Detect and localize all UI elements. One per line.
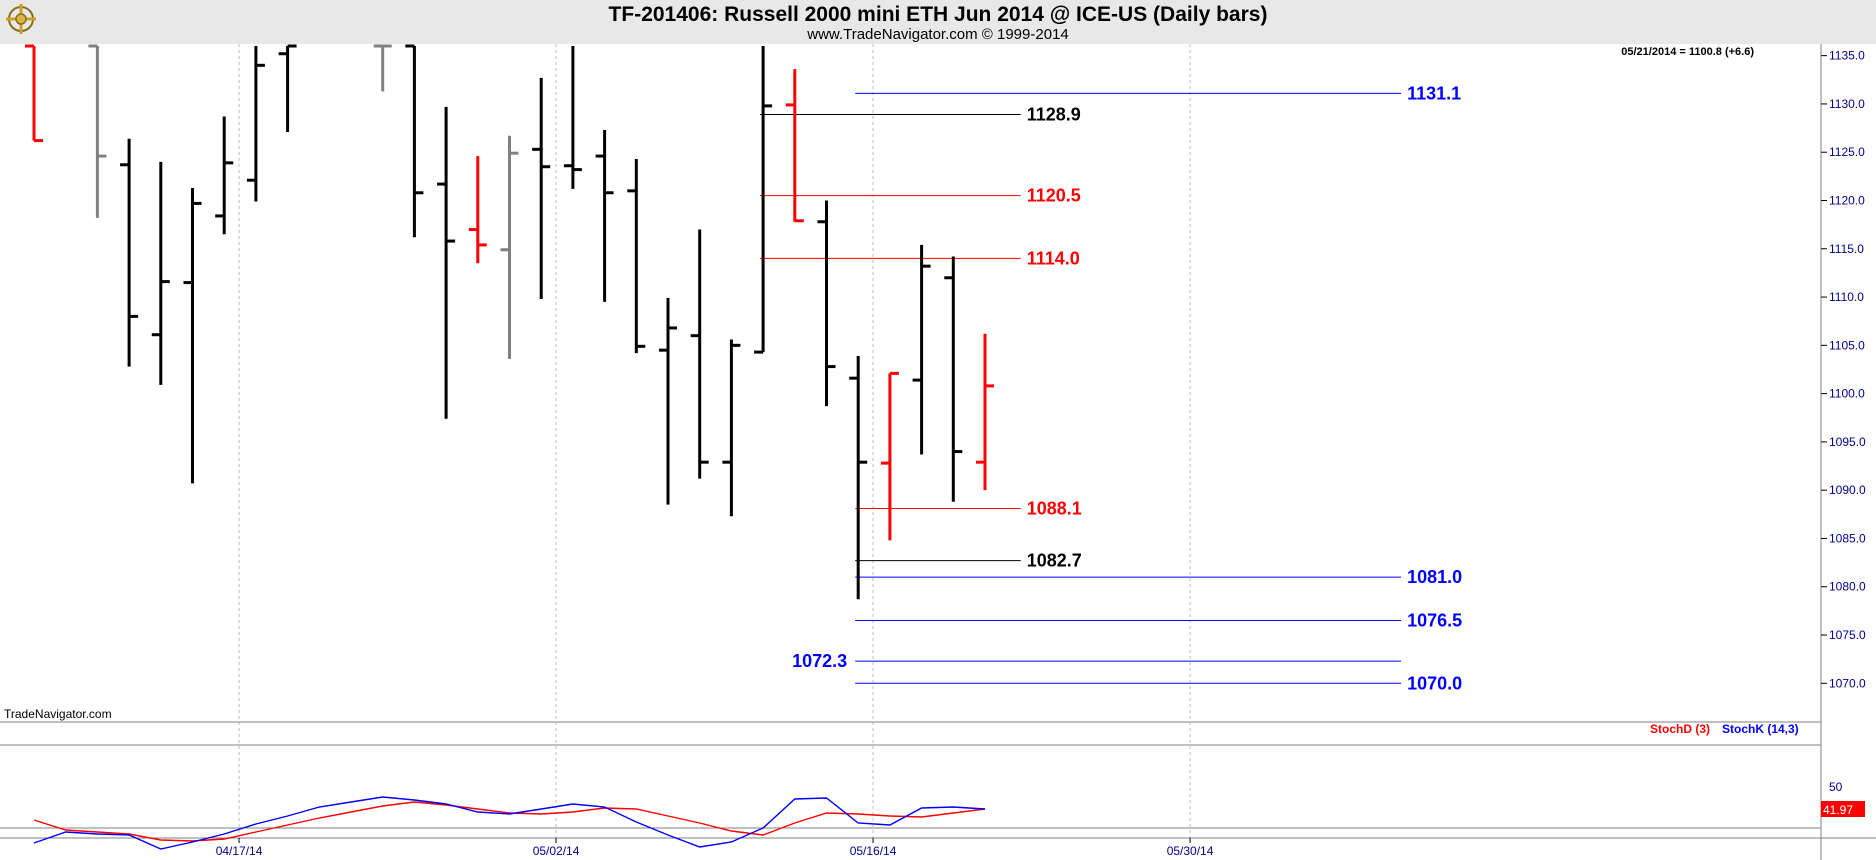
level-label: 1120.5 — [1027, 186, 1081, 206]
ohlc-bar — [437, 106, 456, 419]
ohlc-bar — [405, 44, 424, 238]
level-label: 1128.9 — [1027, 105, 1081, 125]
level-label: 1081.0 — [1407, 567, 1462, 587]
date-tick-label: 05/16/14 — [850, 844, 897, 858]
ohlc-bar — [944, 256, 963, 502]
price-tick-label: 1110.0 — [1829, 290, 1864, 304]
ohlc-bar — [785, 69, 804, 223]
price-tick-label: 1135.0 — [1829, 49, 1865, 63]
chart-header: TF-201406: Russell 2000 mini ETH Jun 201… — [0, 0, 1876, 44]
price-tick-label: 1090.0 — [1829, 483, 1866, 497]
ohlc-bar — [563, 46, 582, 189]
tradenavigator-logo-icon — [4, 2, 38, 41]
legend-stochk: StochK (14,3) — [1722, 722, 1799, 736]
date-tick-label: 05/02/14 — [533, 844, 580, 858]
support-resistance-levels: 1131.1 1128.9 1120.5 1114.0 1088.1 1082.7 1081… — [760, 83, 1462, 693]
stoch-tick-label: 50 — [1829, 780, 1843, 794]
price-tick-label: 1075.0 — [1829, 628, 1866, 642]
price-tick-label: 1130.0 — [1829, 97, 1865, 111]
price-axis: 1135.0 1130.0 1125.0 1120.0 1115.0 1110.0 1105… — [1821, 49, 1866, 690]
ohlc-bar — [627, 158, 646, 354]
ohlc-bar — [912, 244, 931, 455]
price-tick-label: 1095.0 — [1829, 435, 1866, 449]
ohlc-bar — [468, 156, 487, 264]
ohlc-bar — [849, 355, 868, 600]
ohlc-bar — [215, 116, 234, 235]
ohlc-bar — [722, 339, 741, 517]
price-readout: 05/21/2014 = 1100.8 (+6.6) — [1621, 46, 1754, 58]
price-tick-label: 1070.0 — [1829, 676, 1866, 690]
date-tick-label: 04/17/14 — [216, 844, 263, 858]
ohlc-bar — [817, 200, 836, 407]
date-tick-label: 05/30/14 — [1167, 844, 1214, 858]
date-gridlines — [238, 44, 1191, 838]
stoch-last-value-box — [1821, 801, 1865, 817]
level-label: 1082.7 — [1027, 551, 1082, 571]
ohlc-bar — [532, 77, 551, 299]
price-tick-label: 1115.0 — [1829, 242, 1864, 256]
price-tick-label: 1085.0 — [1829, 531, 1866, 545]
ohlc-bar — [25, 44, 43, 143]
ohlc-bar — [659, 298, 677, 505]
ohlc-bar — [183, 187, 202, 484]
legend-stochd: StochD (3) — [1650, 722, 1710, 736]
ohlc-bar — [754, 46, 773, 354]
ohlc-bar — [976, 333, 994, 491]
ohlc-bar — [500, 135, 519, 359]
ohlc-bar — [373, 44, 392, 92]
ohlc-bar — [151, 161, 170, 385]
ohlc-bar — [595, 130, 614, 302]
level-label: 1076.5 — [1407, 611, 1462, 631]
stochk-line — [33, 796, 986, 850]
level-label: 1088.1 — [1027, 499, 1082, 519]
price-tick-label: 1120.0 — [1829, 193, 1865, 207]
watermark-text: TradeNavigator.com — [4, 707, 112, 721]
stochd-line — [33, 801, 986, 842]
price-tick-label: 1125.0 — [1829, 145, 1865, 159]
price-tick-label: 1080.0 — [1829, 580, 1866, 594]
level-label: 1114.0 — [1027, 248, 1080, 268]
ohlc-bar — [278, 44, 297, 132]
chart-title: TF-201406: Russell 2000 mini ETH Jun 201… — [608, 3, 1268, 26]
ohlc-bar — [690, 229, 709, 479]
ohlc-bar — [246, 46, 265, 202]
price-tick-label: 1100.0 — [1829, 387, 1865, 401]
stochastic-panel: 50 41.97 — [0, 744, 1865, 850]
ohlc-bar — [120, 138, 139, 367]
level-label: 1131.1 — [1407, 83, 1461, 103]
ohlc-bar — [88, 44, 107, 218]
level-label: 1070.0 — [1407, 673, 1462, 693]
date-axis: 04/17/14 05/02/14 05/16/14 05/30/14 — [216, 838, 1214, 858]
chart-subtitle: www.TradeNavigator.com © 1999-2014 — [807, 26, 1069, 43]
ohlc-bars — [25, 44, 994, 600]
price-tick-label: 1105.0 — [1829, 338, 1865, 352]
stoch-last-value: 41.97 — [1823, 803, 1853, 817]
ohlc-bar — [880, 371, 899, 541]
level-label: 1072.3 — [792, 651, 847, 671]
